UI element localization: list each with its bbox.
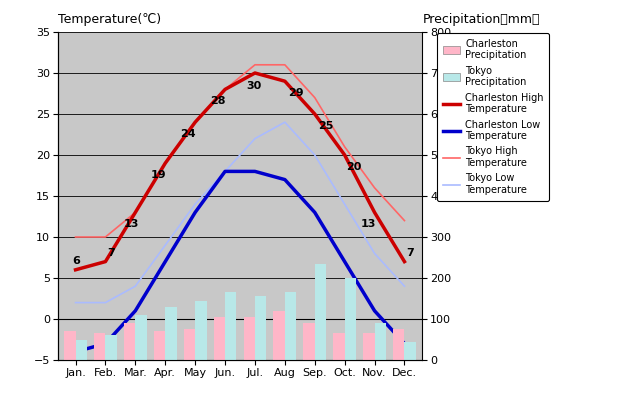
Bar	[374, 323, 386, 360]
Bar	[124, 323, 135, 360]
Text: 13: 13	[361, 219, 376, 229]
Bar	[404, 342, 416, 360]
Bar	[76, 340, 87, 360]
Bar	[225, 292, 236, 360]
Bar	[195, 300, 207, 360]
Bar	[255, 296, 266, 360]
Text: 13: 13	[124, 219, 139, 229]
Text: 7: 7	[107, 248, 115, 258]
Text: 19: 19	[150, 170, 166, 180]
Bar	[214, 317, 225, 360]
Text: 25: 25	[317, 121, 333, 131]
Legend: Charleston
Precipitation, Tokyo
Precipitation, Charleston High
Temperature, Char: Charleston Precipitation, Tokyo Precipit…	[437, 33, 549, 201]
Bar	[244, 317, 255, 360]
Text: 30: 30	[246, 81, 261, 91]
Text: 6: 6	[72, 256, 81, 266]
Bar	[106, 335, 117, 360]
Bar	[135, 315, 147, 360]
Bar	[333, 333, 345, 360]
Text: 24: 24	[180, 129, 196, 139]
Text: 20: 20	[346, 162, 362, 172]
Text: 29: 29	[288, 88, 303, 98]
Bar	[363, 333, 374, 360]
Text: Precipitation（mm）: Precipitation（mm）	[422, 13, 540, 26]
Bar	[154, 331, 165, 360]
Bar	[315, 264, 326, 360]
Bar	[345, 278, 356, 360]
Bar	[94, 333, 106, 360]
Bar	[165, 307, 177, 360]
Bar	[303, 323, 315, 360]
Bar	[285, 292, 296, 360]
Text: 28: 28	[210, 96, 225, 106]
Bar	[184, 329, 195, 360]
Text: 7: 7	[406, 248, 413, 258]
Bar	[64, 331, 76, 360]
Bar	[393, 329, 404, 360]
Bar	[273, 311, 285, 360]
Text: Temperature(℃): Temperature(℃)	[58, 13, 161, 26]
